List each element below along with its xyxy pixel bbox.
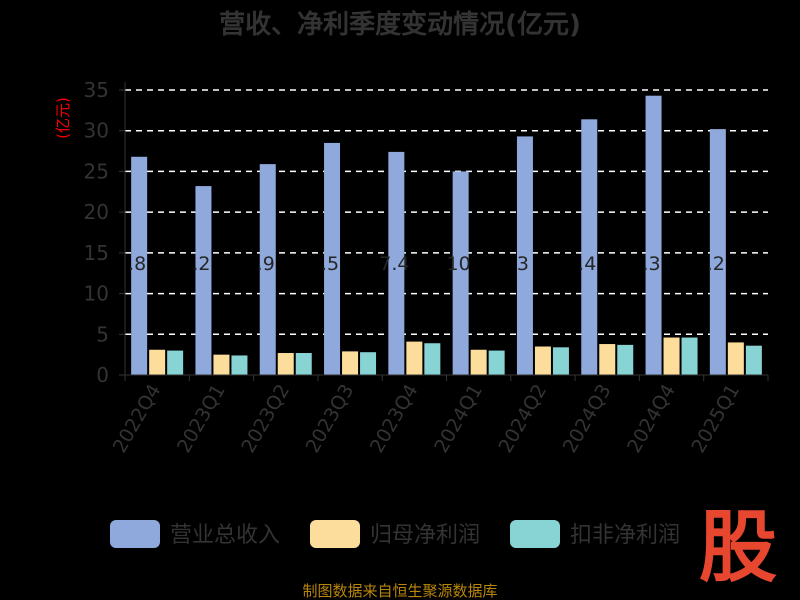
y-tick-label: 25: [84, 159, 109, 183]
data-label: 10: [447, 253, 471, 275]
bar-parent-net-profit: [149, 349, 166, 375]
bars: [131, 95, 762, 375]
legend-label: 归母净利润: [370, 523, 480, 548]
bar-parent-net-profit: [663, 337, 680, 375]
x-tick-label: 2022Q4: [109, 381, 166, 457]
bar-deducted-net-profit: [167, 350, 184, 375]
legend-label: 营业总收入: [170, 523, 280, 548]
data-label: .9: [257, 253, 275, 275]
y-tick-label: 35: [84, 78, 109, 102]
x-tick-label: 2025Q1: [687, 381, 744, 457]
bar-revenue: [388, 151, 405, 375]
bar-parent-net-profit: [727, 342, 744, 375]
legend-swatch: [510, 520, 560, 548]
source-note: 制图数据来自恒生聚源数据库: [302, 582, 497, 600]
bar-revenue: [195, 186, 212, 375]
x-tick-label: 2023Q3: [302, 381, 359, 457]
bar-deducted-net-profit: [295, 353, 312, 375]
watermark-logo: 股: [699, 503, 777, 593]
x-tick-label: 2024Q4: [623, 381, 680, 457]
legend: 营业总收入 归母净利润 扣非净利润: [110, 520, 680, 548]
bar-parent-net-profit: [213, 354, 230, 375]
legend-swatch: [310, 520, 360, 548]
y-tick-label: 15: [84, 241, 109, 265]
legend-swatch: [110, 520, 160, 548]
bar-revenue: [324, 142, 341, 375]
data-label: .3: [642, 253, 660, 275]
x-tick-label: 2023Q1: [173, 381, 230, 457]
bar-revenue: [581, 119, 598, 375]
x-tick-label: 2024Q2: [495, 381, 552, 457]
data-label: .4: [578, 253, 596, 275]
bar-revenue: [709, 129, 726, 375]
bar-revenue: [645, 95, 662, 375]
data-label: 7.4: [379, 253, 409, 275]
bar-parent-net-profit: [342, 351, 359, 375]
bar-parent-net-profit: [277, 353, 294, 375]
chart-title: 营收、净利季度变动情况(亿元): [219, 9, 581, 40]
bar-deducted-net-profit: [617, 344, 634, 375]
data-label: .8: [128, 253, 146, 275]
y-axis-label: (亿元): [54, 97, 72, 139]
bar-deducted-net-profit: [552, 347, 569, 375]
data-label: .2: [192, 253, 210, 275]
x-tick-label: 2023Q4: [366, 381, 423, 457]
y-tick-label: 20: [84, 200, 109, 224]
data-labels: .8 .2 .9 .5 7.4 10 3 .4 .3 .2: [128, 253, 725, 275]
x-axis-ticks: 2022Q4 2023Q1 2023Q2 2023Q3 2023Q4 2024Q1 2024…: [109, 375, 769, 457]
legend-label: 扣非净利润: [570, 523, 680, 548]
y-tick-label: 0: [96, 363, 109, 387]
bar-revenue: [516, 136, 533, 375]
grid: [125, 89, 768, 336]
bar-parent-net-profit: [599, 344, 616, 375]
bar-parent-net-profit: [470, 349, 487, 375]
bar-parent-net-profit: [406, 341, 423, 375]
x-tick-label: 2024Q3: [559, 381, 616, 457]
y-tick-label: 5: [96, 322, 109, 346]
bar-revenue: [259, 164, 276, 375]
bar-deducted-net-profit: [745, 345, 762, 375]
y-tick-label: 30: [84, 119, 109, 143]
bar-revenue: [131, 156, 148, 375]
data-label: .5: [321, 253, 339, 275]
data-label: .2: [707, 253, 725, 275]
bar-deducted-net-profit: [424, 343, 441, 375]
bar-parent-net-profit: [534, 346, 551, 375]
y-axis-ticks: 0 5 10 15 20 25 30 35: [84, 78, 125, 387]
data-label: 3: [517, 253, 529, 275]
x-tick-label: 2023Q2: [237, 381, 294, 457]
axes: [124, 82, 768, 376]
bar-deducted-net-profit: [681, 337, 698, 375]
x-tick-label: 2024Q1: [430, 381, 487, 457]
bar-revenue: [452, 171, 469, 375]
y-tick-label: 10: [84, 282, 109, 306]
bar-deducted-net-profit: [360, 352, 377, 375]
bar-deducted-net-profit: [231, 355, 248, 375]
bar-deducted-net-profit: [488, 350, 505, 375]
